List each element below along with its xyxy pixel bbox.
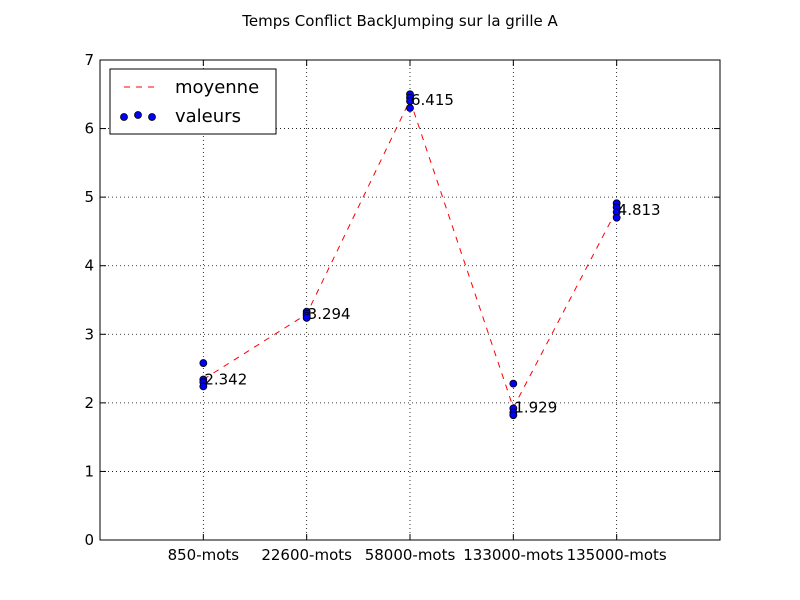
y-tick-label: 3 [84,325,94,343]
mean-line [203,98,618,409]
y-tick-label: 4 [84,257,94,275]
y-axis: 0 1 2 3 4 5 6 7 [84,51,720,549]
x-tick-label: 135000-mots [567,546,667,564]
legend: moyenne valeurs [109,68,277,135]
y-tick-label: 6 [84,120,94,138]
chart-title: Temps Conflict BackJumping sur la grille… [241,12,558,30]
data-point [406,104,414,112]
data-point [509,379,518,388]
data-point [509,411,518,420]
y-tick-label: 2 [84,394,94,412]
data-point [199,359,208,367]
series-valeurs [199,90,621,420]
data-point [199,382,208,391]
legend-moyenne-label: moyenne [175,77,259,98]
legend-box [109,68,277,135]
mean-value-label: 3.294 [308,305,351,323]
x-tick-label: 133000-mots [463,546,563,564]
mean-value-label: 1.929 [514,399,557,417]
x-tick-label: 22600-mots [261,546,352,564]
legend-valeurs-label: valeurs [175,106,241,127]
y-tick-label: 7 [84,51,94,69]
data-labels: 2.342 3.294 6.415 1.929 4.813 [204,91,660,417]
legend-valeurs-marker [134,111,142,119]
data-point [302,313,311,322]
x-tick-label: 58000-mots [365,546,456,564]
series-moyenne [203,98,618,409]
legend-valeurs-marker [120,113,128,121]
mean-value-label: 4.813 [618,201,661,219]
y-tick-label: 5 [84,188,94,206]
data-point [612,213,621,222]
x-tick-label: 850-mots [168,546,240,564]
y-tick-label: 0 [84,531,94,549]
grid [100,60,720,540]
y-tick-label: 1 [84,462,94,480]
mean-value-label: 6.415 [411,91,454,109]
mean-value-label: 2.342 [204,370,247,388]
x-axis: 850-mots 22600-mots 58000-mots 133000-mots 1… [168,60,667,564]
legend-valeurs-marker [148,113,156,121]
